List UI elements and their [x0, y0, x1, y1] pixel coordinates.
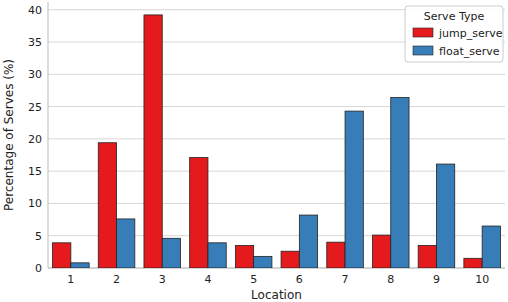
x-axis-label: Location	[251, 288, 302, 302]
bar	[464, 258, 482, 268]
legend-label: float_serve	[439, 45, 500, 58]
y-tick-label: 25	[28, 101, 42, 114]
x-tick-label: 8	[387, 273, 394, 286]
chart-root: 0 5 10 15 20 25 30 35 40 1 2 3 4 5 6 7 8 9 10 Location Perce…	[0, 0, 508, 302]
bar	[144, 15, 162, 268]
bar	[299, 215, 317, 268]
bar	[345, 111, 363, 268]
bar	[391, 98, 409, 268]
bar	[372, 235, 390, 268]
grid-line	[48, 74, 505, 75]
x-tick-label: 3	[159, 273, 166, 286]
y-tick-label: 10	[28, 197, 42, 210]
bar	[482, 226, 500, 268]
y-tick-label: 40	[28, 4, 42, 17]
bar	[71, 263, 89, 268]
x-tick-label: 6	[296, 273, 303, 286]
bar	[208, 243, 226, 268]
x-tick-label: 7	[342, 273, 349, 286]
y-axis-label: Percentage of Serves (%)	[2, 59, 16, 211]
bar	[281, 251, 299, 268]
y-tick-label: 5	[35, 230, 42, 243]
bar	[98, 143, 116, 268]
bar	[254, 256, 272, 268]
bar	[190, 158, 208, 268]
bar	[235, 245, 253, 268]
legend-swatch	[413, 28, 433, 37]
bar	[162, 238, 180, 268]
grid-line	[48, 106, 505, 107]
legend: Serve Type jump_serve float_serve	[405, 6, 503, 62]
bar	[117, 219, 135, 268]
y-tick-label: 35	[28, 36, 42, 49]
bars	[53, 15, 501, 268]
y-tick-label: 0	[35, 262, 42, 275]
legend-swatch	[413, 46, 433, 55]
bar	[53, 243, 71, 268]
bar	[327, 242, 345, 268]
legend-title: Serve Type	[424, 10, 485, 23]
x-tick-label: 2	[113, 273, 120, 286]
chart-svg: 0 5 10 15 20 25 30 35 40 1 2 3 4 5 6 7 8 9 10 Location Perce…	[0, 0, 508, 302]
y-tick-label: 15	[28, 165, 42, 178]
x-tick-label: 10	[475, 273, 489, 286]
y-tick-label: 20	[28, 133, 42, 146]
x-tick-label: 4	[204, 273, 211, 286]
bar	[436, 164, 454, 268]
bar	[418, 245, 436, 268]
y-tick-label: 30	[28, 68, 42, 81]
x-tick-label: 5	[250, 273, 257, 286]
x-tick-label: 9	[433, 273, 440, 286]
legend-box	[405, 6, 503, 62]
x-tick-label: 1	[67, 273, 74, 286]
legend-label: jump_serve	[438, 27, 503, 40]
grid-line	[48, 138, 505, 139]
y-axis-line	[48, 2, 49, 268]
